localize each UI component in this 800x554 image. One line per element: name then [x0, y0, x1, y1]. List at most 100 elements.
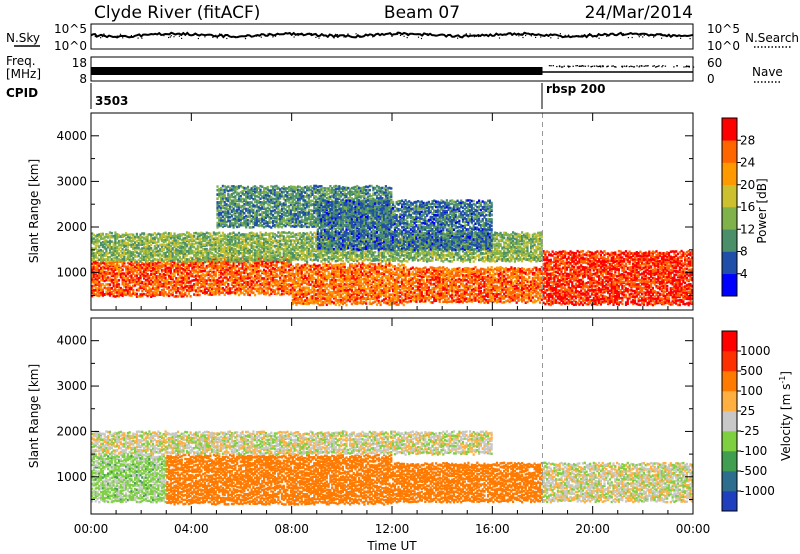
power-cell — [323, 278, 327, 282]
power-cell — [162, 273, 165, 276]
power-cell — [184, 270, 187, 273]
power-cell — [417, 292, 420, 296]
power-cell — [121, 278, 124, 281]
power-cell — [96, 264, 99, 268]
power-cell — [356, 297, 359, 300]
power-cell — [159, 283, 162, 287]
power-cell — [384, 269, 387, 273]
noise-search-dot — [402, 33, 404, 35]
power-cell — [212, 279, 215, 282]
power-cell — [354, 299, 357, 303]
power-cell — [137, 262, 140, 265]
power-cell — [334, 263, 337, 267]
power-cell — [297, 266, 300, 269]
power-cell — [298, 276, 301, 280]
noise-search-dot — [504, 34, 506, 36]
power-cell — [352, 299, 355, 303]
power-cell — [424, 274, 427, 277]
power-cell — [352, 271, 355, 275]
nave-dot — [658, 65, 660, 67]
nave-dot — [647, 65, 649, 67]
power-cell — [275, 275, 278, 278]
power-cell — [110, 292, 113, 296]
power-cell — [406, 274, 409, 277]
power-cell — [237, 267, 241, 270]
power-cell — [291, 295, 294, 298]
power-cell — [340, 295, 343, 299]
power-cell — [160, 292, 164, 295]
power-cell — [311, 297, 314, 300]
power-cell — [384, 276, 387, 280]
power-cell — [187, 264, 190, 267]
power-cell — [546, 256, 549, 259]
power-cell — [366, 264, 370, 267]
power-cell — [263, 277, 266, 280]
power-cell — [336, 299, 339, 302]
power-cell — [246, 283, 250, 287]
power-cell — [332, 295, 336, 299]
power-cell — [343, 265, 346, 269]
power-cell — [246, 273, 250, 276]
power-cell — [116, 263, 119, 266]
power-cell — [334, 272, 337, 276]
power-cell — [298, 301, 301, 304]
power-cell — [447, 273, 450, 277]
power-cell — [105, 270, 108, 274]
power-cell — [103, 284, 106, 288]
power-cell — [449, 294, 452, 297]
power-cell — [488, 271, 491, 275]
power-cell — [144, 285, 147, 288]
power-cell — [273, 291, 276, 295]
power-cell — [418, 285, 422, 288]
power-cell — [144, 261, 147, 264]
power-cell — [401, 285, 404, 288]
power-cell — [454, 290, 457, 293]
power-cell — [316, 281, 319, 285]
power-cell — [187, 292, 190, 295]
power-cell — [196, 264, 199, 268]
power-cell — [365, 275, 368, 278]
power-cell — [291, 302, 294, 306]
power-cell — [408, 279, 411, 283]
noise-search-dot — [671, 35, 673, 37]
power-cell — [338, 263, 341, 267]
power-cell — [227, 284, 230, 287]
noise-search-dot — [244, 38, 247, 40]
power-cell — [135, 269, 138, 273]
power-cell — [132, 288, 135, 292]
power-cell — [273, 281, 276, 284]
nave-dot — [686, 65, 688, 67]
power-cell — [230, 283, 233, 286]
power-cell — [92, 275, 95, 279]
power-cell — [125, 285, 128, 289]
power-cell — [108, 263, 112, 266]
power-cell — [112, 284, 115, 288]
power-cell — [189, 280, 192, 283]
power-cell — [300, 264, 303, 268]
power-cell — [368, 287, 371, 290]
power-cell — [345, 289, 348, 292]
power-cell — [399, 264, 402, 268]
power-cell — [350, 265, 353, 268]
power-cell — [289, 288, 293, 292]
noise-search-dot — [427, 33, 429, 35]
power-cell — [139, 295, 142, 298]
power-cell — [297, 289, 300, 293]
power-cell — [424, 272, 427, 275]
power-cell — [184, 291, 187, 295]
power-cell — [388, 281, 391, 284]
power-cell — [259, 282, 262, 286]
power-cell — [381, 284, 384, 287]
power-cell — [343, 291, 346, 294]
power-cell — [178, 287, 181, 290]
power-cell — [203, 281, 207, 284]
power-cell — [128, 284, 131, 288]
power-cell — [282, 263, 285, 266]
nave-dot — [631, 65, 633, 68]
power-cell — [101, 265, 104, 269]
power-cell — [119, 276, 122, 279]
power-cell — [280, 292, 284, 296]
power-cell — [406, 287, 409, 290]
power-cell — [315, 273, 318, 276]
power-cell — [402, 283, 405, 286]
